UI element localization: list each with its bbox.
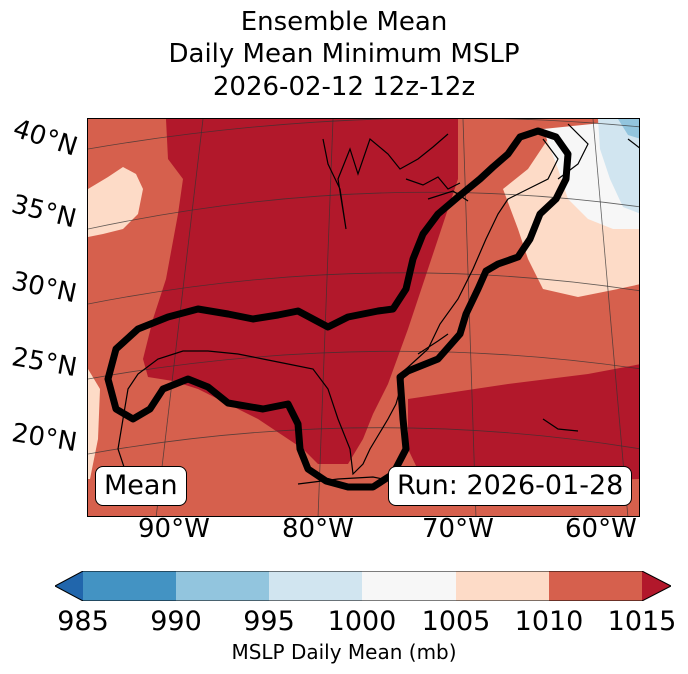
colorbar-bin-985-990 — [83, 571, 176, 601]
lat-label-30: 30°N — [8, 266, 80, 310]
field-1015-region-east — [408, 364, 639, 491]
colorbar-label: MSLP Daily Mean (mb) — [231, 640, 457, 664]
map-svg — [88, 119, 639, 516]
title-line-2: Daily Mean Minimum MSLP — [168, 39, 520, 69]
colorbar-over-arrow — [642, 571, 671, 601]
colorbar-tick-1000: 1000 — [327, 606, 397, 637]
colorbar-bin-1005-1010 — [456, 571, 549, 601]
colorbar-bin-995-1000 — [269, 571, 362, 601]
field-1005-region-west — [88, 167, 143, 237]
colorbar-under-arrow — [55, 571, 83, 601]
colorbar-tick-1015: 1015 — [607, 606, 677, 637]
colorbar-bin-1000-1005 — [362, 571, 456, 601]
title-line-3: 2026-02-12 12z-12z — [212, 72, 476, 102]
lat-label-20: 20°N — [9, 418, 80, 459]
field-1005-region-southwest — [88, 369, 100, 479]
colorbar-tick-1010: 1010 — [514, 606, 584, 637]
highlight-contour — [104, 127, 572, 491]
lon-label-60w: 60°W — [565, 514, 637, 544]
colorbar-tick-1005: 1005 — [421, 606, 491, 637]
lon-label-70w: 70°W — [422, 514, 494, 544]
map-panel — [87, 118, 640, 517]
mean-callout: Mean — [95, 466, 187, 506]
colorbar-tick-995: 995 — [243, 606, 295, 637]
lat-label-25: 25°N — [9, 342, 80, 384]
title-line-1: Ensemble Mean — [240, 7, 448, 37]
colorbar-tick-990: 990 — [150, 606, 202, 637]
graticule — [88, 119, 639, 516]
colorbar-bin-990-995 — [176, 571, 269, 601]
run-date-callout: Run: 2026-01-28 — [388, 466, 633, 506]
colorbar-tick-985: 985 — [57, 606, 109, 637]
colorbar — [55, 571, 671, 601]
colorbar-bin-1010-1015 — [549, 571, 642, 601]
lon-label-90w: 90°W — [138, 514, 210, 544]
coastlines — [117, 123, 639, 505]
lat-label-40: 40°N — [9, 113, 81, 163]
field-995-region — [598, 119, 639, 214]
lat-label-35: 35°N — [8, 189, 80, 235]
lon-label-80w: 80°W — [282, 514, 354, 544]
field-990-region — [618, 119, 639, 139]
field-1015-region — [143, 119, 458, 464]
